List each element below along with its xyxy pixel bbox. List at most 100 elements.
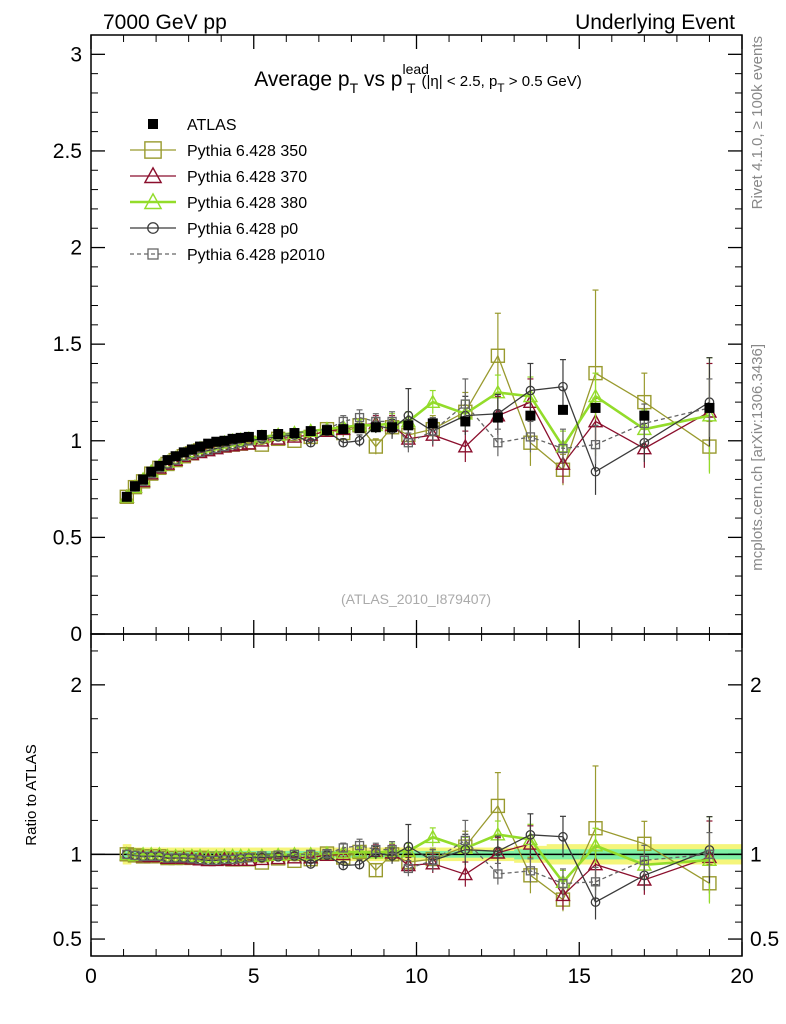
title-sub1: T: [350, 80, 359, 96]
y-tick-label: 3: [70, 43, 82, 66]
data-point-atlas: [211, 436, 222, 447]
data-point-atlas: [305, 426, 316, 437]
y-tick-label: 0.5: [53, 526, 82, 549]
data-point-atlas: [186, 444, 197, 455]
y-tick-label: 2.5: [53, 140, 82, 163]
data-point-p370: [555, 456, 571, 470]
data-point-p0: [558, 381, 568, 392]
ratio-point-p2010: [354, 840, 365, 851]
data-point-p0: [403, 410, 414, 421]
data-point-atlas: [219, 435, 230, 446]
data-point-atlas: [460, 416, 471, 427]
title-sup: lead: [403, 61, 429, 77]
ratio-point-p2010: [428, 855, 438, 866]
legend-marker-p2010: [147, 248, 159, 260]
data-point-p0: [525, 385, 536, 396]
legend-marker-p380: [143, 192, 163, 210]
ratio-point-p0: [403, 841, 414, 852]
data-point-p2010: [558, 443, 568, 454]
ratio-y-tick-label-right: 1: [750, 843, 762, 866]
y-tick-label: 1.5: [53, 333, 82, 356]
ratio-y-tick-label-right: 0.5: [750, 928, 779, 951]
data-point-atlas: [121, 491, 132, 502]
ratio-point-p2010: [244, 852, 254, 863]
ratio-point-p370: [555, 887, 571, 902]
ratio-point-p0: [354, 859, 365, 870]
ratio-point-p2010: [525, 866, 536, 876]
data-point-atlas: [427, 418, 438, 429]
data-point-atlas: [704, 402, 715, 413]
ratio-point-p2010: [639, 855, 649, 865]
legend-marker-p350: [144, 141, 162, 159]
side-label-top: Rivet 4.1.0, ≥ 100k events: [749, 36, 766, 209]
data-point-atlas: [321, 425, 332, 436]
analysis-watermark: (ATLAS_2010_I879407): [341, 591, 491, 607]
data-point-atlas: [154, 460, 165, 471]
y-tick-label: 0: [70, 623, 82, 646]
ratio-point-p2010: [338, 843, 348, 853]
legend-marker-p370: [143, 166, 163, 184]
ratio-point-p2010: [403, 863, 414, 874]
title-vs: vs p: [358, 68, 402, 91]
ratio-y-tick-label: 1: [70, 843, 82, 866]
legend: ATLAS Pythia 6.428 350 Pythia 6.428 370 Pyt…: [130, 117, 325, 264]
data-point-p0: [590, 466, 601, 477]
data-point-atlas: [590, 402, 601, 413]
ratio-point-p2010: [558, 878, 568, 889]
series-layer: [119, 289, 718, 920]
ratio-point-p2010: [387, 844, 397, 855]
ratio-point-p0: [493, 846, 503, 857]
ratio-point-p2010: [704, 849, 715, 859]
data-point-atlas: [178, 447, 189, 458]
ratio-point-p350: [490, 798, 506, 814]
y-tick-label: 1: [70, 430, 82, 453]
ratio-point-p370: [457, 866, 474, 881]
data-point-atlas: [525, 410, 536, 421]
header-right: Underlying Event: [575, 11, 735, 34]
data-point-atlas: [338, 424, 349, 435]
data-point-atlas: [256, 429, 267, 440]
data-point-atlas: [195, 441, 206, 452]
x-tick-label: 10: [405, 965, 428, 988]
data-point-atlas: [639, 410, 650, 421]
x-tick-label: 5: [248, 965, 260, 988]
ratio-point-p380: [119, 846, 135, 861]
data-point-atlas: [235, 432, 246, 443]
data-point-atlas: [370, 422, 381, 433]
ratio-y-tick-label: 2: [70, 674, 82, 697]
ratio-point-p380: [351, 843, 368, 858]
title-sub2: T: [407, 80, 416, 96]
ratio-panel-frame: [90, 633, 743, 957]
header-left: 7000 GeV pp: [103, 11, 227, 34]
ratio-point-p370: [270, 850, 286, 865]
data-point-atlas: [162, 455, 173, 466]
data-point-atlas: [227, 433, 238, 444]
title-cut-b: > 0.5 GeV): [505, 73, 582, 90]
legend-label-p0: Pythia 6.428 p0: [187, 221, 298, 238]
legend-marker-p0: [147, 222, 159, 234]
data-point-p0: [305, 437, 316, 448]
ratio-y-tick-label-right: 2: [750, 674, 762, 697]
data-point-p370: [457, 438, 474, 453]
x-tick-label: 15: [568, 965, 591, 988]
ratio-point-p0: [590, 897, 601, 907]
ratio-point-p2010: [322, 848, 332, 859]
ratio-point-p0: [558, 831, 568, 842]
data-point-p2010: [354, 412, 365, 423]
side-label-bottom: mcplots.cern.ch [arXiv:1306.3436]: [749, 344, 766, 571]
ratio-ylabel: Ratio to ATLAS: [23, 744, 40, 845]
ratio-point-p380: [587, 837, 604, 852]
data-point-atlas: [170, 451, 181, 462]
data-point-p350: [490, 348, 506, 363]
data-point-atlas: [273, 429, 284, 440]
ratio-point-p0: [525, 829, 536, 840]
data-point-atlas: [243, 431, 254, 442]
ratio-point-p2010: [306, 849, 316, 859]
series-line-p350: [126, 354, 710, 498]
data-point-p2010: [525, 432, 536, 442]
data-point-p0: [338, 437, 349, 448]
y-tick-label: 2: [70, 237, 82, 260]
ratio-point-p2010: [257, 851, 267, 861]
